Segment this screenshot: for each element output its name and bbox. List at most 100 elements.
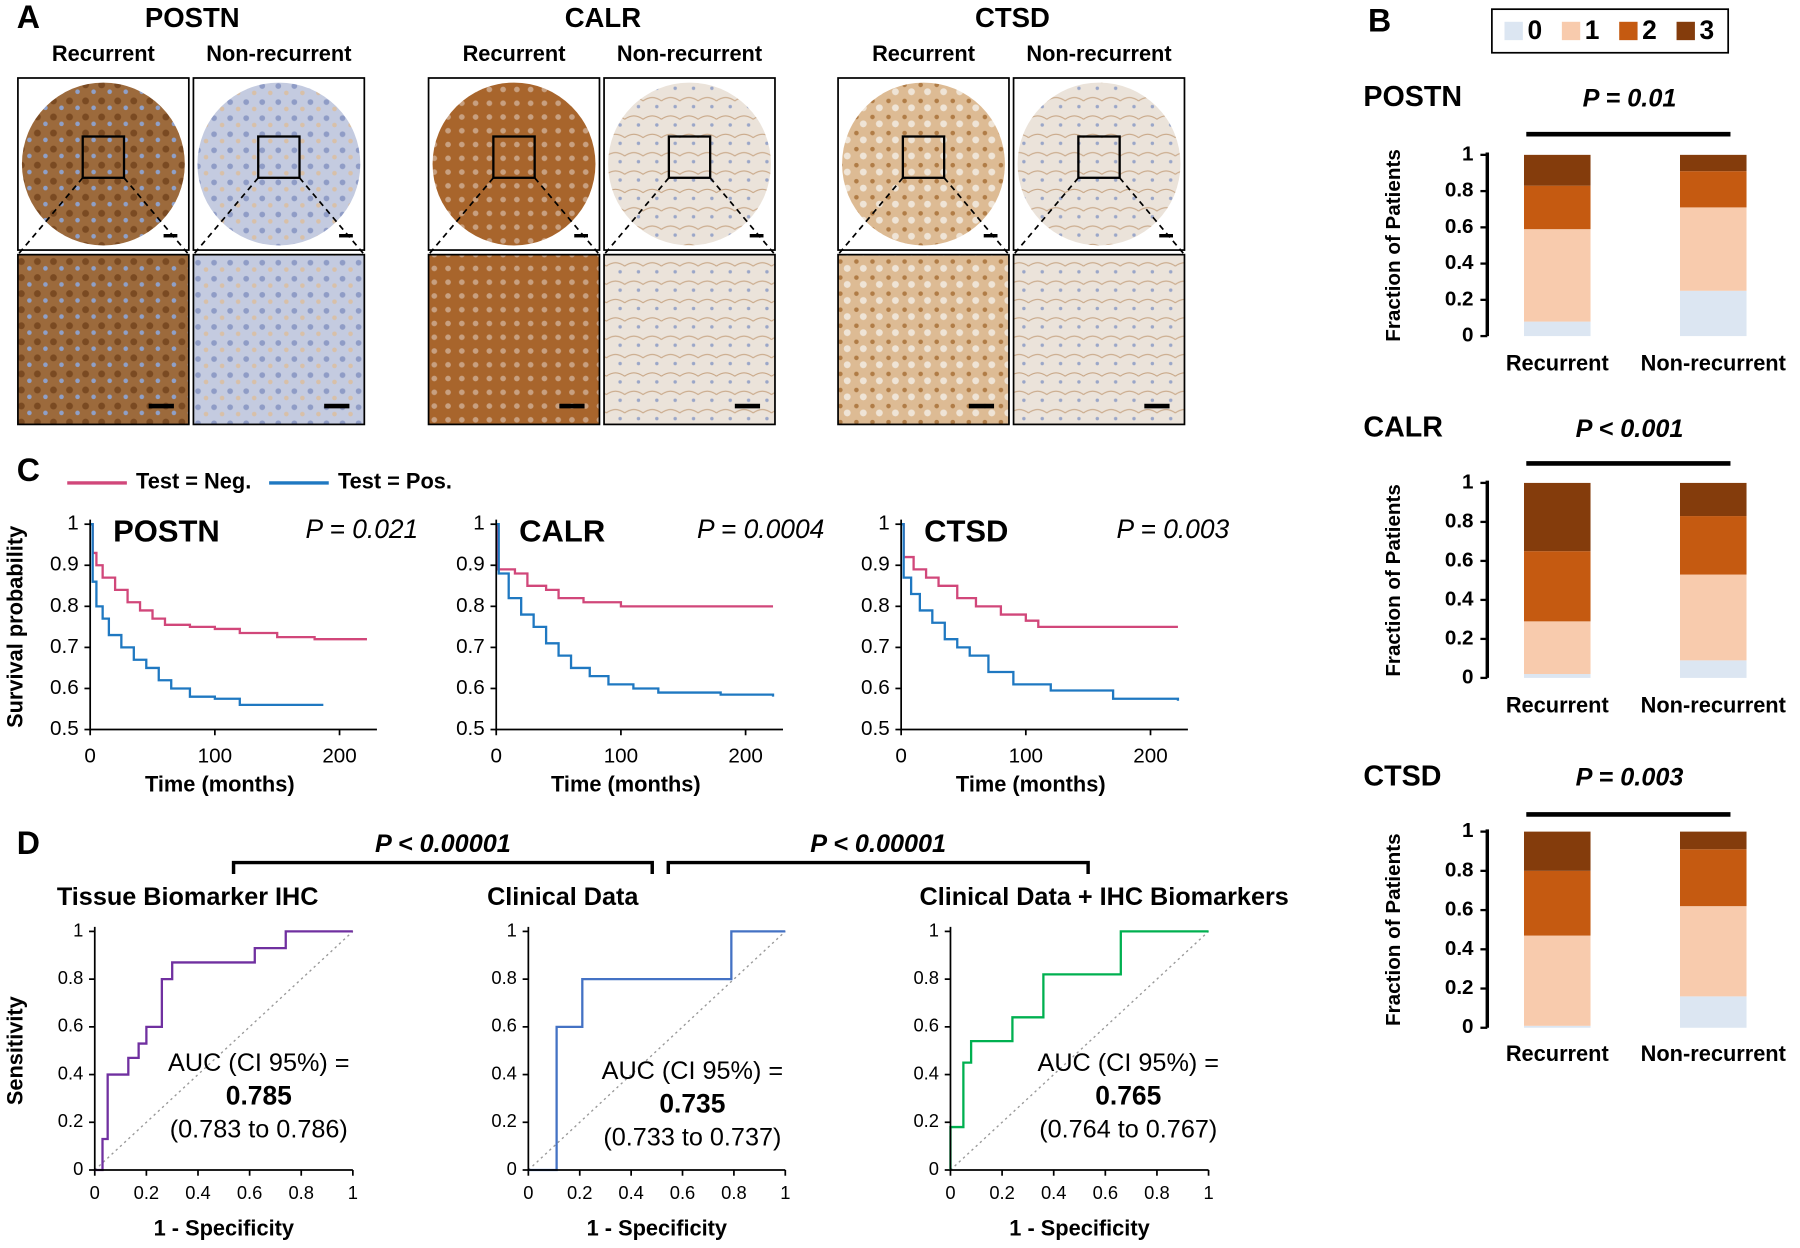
tissue-core — [1017, 82, 1181, 246]
y-tick-label: 1 — [473, 512, 484, 535]
x-tick-label: 0 — [490, 745, 501, 768]
y-axis-label: Fraction of Patients — [1382, 833, 1405, 1026]
zoom-line — [1119, 177, 1186, 256]
y-tick-label: 1 — [1462, 819, 1473, 842]
x-tick-label: 0.6 — [237, 1182, 263, 1203]
ihc-group-label: Non-recurrent — [1026, 41, 1171, 66]
x-axis-label: 1 - Specificity — [154, 1215, 294, 1240]
y-tick-label: 0.6 — [58, 1015, 84, 1036]
y-tick-label: 0.7 — [861, 635, 890, 658]
survival-curve — [901, 523, 1178, 629]
y-tick-label: 0.8 — [1445, 509, 1474, 532]
ihc-zoom-frame — [427, 253, 601, 426]
y-tick-label: 0.6 — [456, 676, 485, 699]
x-tick-label: 200 — [728, 745, 762, 768]
chart-title: POSTN — [1363, 81, 1462, 113]
ihc-zoom-frame — [1012, 253, 1186, 426]
x-tick-label: 1 — [348, 1182, 358, 1203]
bar-segment — [1680, 831, 1747, 850]
scale-bar — [1144, 403, 1170, 409]
y-tick-label: 1 — [67, 512, 78, 535]
scale-bar — [968, 403, 995, 409]
x-tick-label: 1 — [1203, 1182, 1213, 1203]
x-tick-label: 0 — [523, 1182, 533, 1203]
ihc-group-label: Recurrent — [463, 41, 566, 66]
p-value: P = 0.021 — [306, 514, 419, 544]
x-tick-label: 1 — [780, 1182, 790, 1203]
y-tick-label: 0 — [73, 1158, 83, 1179]
survival-curve — [901, 523, 1180, 701]
y-tick-label: 0.2 — [1445, 626, 1474, 649]
tissue-core — [842, 82, 1005, 246]
x-tick-label: 0.8 — [1144, 1182, 1170, 1203]
bar-segment — [1524, 321, 1591, 337]
ihc-title: POSTN — [145, 2, 240, 33]
zoom-box — [492, 135, 536, 179]
y-tick-label: 0.6 — [1445, 898, 1474, 921]
y-tick-label: 0.6 — [1445, 548, 1474, 571]
reference-diagonal — [527, 930, 786, 1171]
p-value: P = 0.003 — [1576, 764, 1684, 792]
x-tick-label: Non-recurrent — [1641, 1041, 1786, 1066]
ihc-zoom-frame — [17, 253, 190, 426]
bar-segment — [1680, 849, 1747, 907]
legend-swatch — [1676, 21, 1695, 41]
roc-curve — [949, 930, 1209, 1170]
y-tick-label: 0.4 — [58, 1062, 84, 1083]
chart-title: Tissue Biomarker IHC — [57, 883, 319, 911]
survival-curve — [90, 523, 324, 707]
y-tick-label: 0 — [507, 1158, 517, 1179]
y-tick-label: 0 — [929, 1158, 939, 1179]
x-tick-label: 200 — [322, 745, 356, 768]
y-tick-label: 0.6 — [861, 676, 890, 699]
scale-bar — [749, 234, 764, 238]
y-tick-label: 0.4 — [1445, 251, 1474, 274]
chart-title: Clinical Data — [487, 883, 639, 911]
comparison-label: P < 0.00001 — [810, 830, 946, 858]
survival-curve — [496, 523, 775, 697]
zoom-box — [901, 135, 946, 179]
x-axis-label: Time (months) — [551, 771, 701, 796]
zoom-line — [534, 177, 601, 256]
tissue-core — [21, 82, 185, 246]
legend-label: 2 — [1642, 15, 1657, 45]
bar-segment — [1680, 171, 1747, 208]
legend-label: 1 — [1585, 15, 1600, 45]
y-tick-label: 0.7 — [456, 635, 485, 658]
zoom-line — [943, 177, 1010, 256]
bar-segment — [1524, 870, 1591, 936]
y-tick-label: 0.8 — [1445, 858, 1474, 881]
axes — [949, 926, 1209, 1171]
zoom-line — [709, 177, 776, 256]
p-value: P = 0.01 — [1583, 84, 1677, 112]
comparison-label: P < 0.00001 — [375, 830, 511, 858]
x-tick-label: 0 — [84, 745, 95, 768]
reference-diagonal — [94, 930, 354, 1171]
y-tick-label: 1 — [73, 919, 83, 940]
auc-annotation: AUC (CI 95%) = — [602, 1057, 783, 1085]
legend-swatch — [1619, 21, 1638, 41]
y-tick-label: 0 — [1462, 1015, 1473, 1038]
legend-label: 3 — [1700, 15, 1715, 45]
ihc-group-label: Recurrent — [872, 41, 975, 66]
bar-segment — [1680, 906, 1747, 997]
legend-swatch — [1504, 21, 1523, 41]
ihc-group-label: Non-recurrent — [206, 41, 351, 66]
y-tick-label: 0.2 — [58, 1110, 84, 1131]
auc-annotation: 0.765 — [1095, 1081, 1161, 1111]
y-tick-label: 0.7 — [50, 635, 79, 658]
axes — [89, 519, 377, 731]
scale-bar — [983, 234, 998, 238]
y-tick-label: 0.4 — [913, 1062, 939, 1083]
y-tick-label: 0.8 — [913, 967, 939, 988]
bar-segment — [1524, 482, 1591, 552]
comparison-bracket — [666, 860, 1090, 875]
bar-segment — [1524, 551, 1591, 622]
y-tick-label: 0.9 — [861, 553, 890, 576]
y-tick-label: 1 — [878, 512, 889, 535]
y-axis-label: Fraction of Patients — [1382, 484, 1405, 677]
zoom-box — [667, 135, 712, 179]
x-tick-label: 100 — [1009, 745, 1043, 768]
bar-segment — [1680, 574, 1747, 661]
p-value: P = 0.0004 — [697, 514, 824, 544]
